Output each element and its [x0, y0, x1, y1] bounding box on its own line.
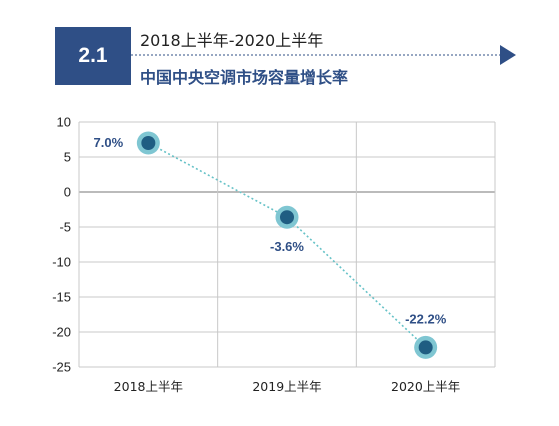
series-line	[147, 142, 427, 348]
x-tick-label: 2018上半年	[114, 379, 183, 394]
y-tick-label: 0	[64, 185, 71, 200]
y-tick-label: -10	[52, 255, 71, 270]
chart-title: 中国中央空调市场容量增长率	[140, 68, 349, 87]
chart-subtitle: 2018上半年-2020上半年	[140, 31, 324, 50]
y-tick-label: 10	[57, 115, 71, 130]
x-tick-label: 2019上半年	[252, 379, 321, 394]
data-point	[141, 136, 156, 150]
data-label: -3.6%	[270, 239, 304, 254]
y-tick-label: -15	[52, 290, 71, 305]
header-arrow-icon	[500, 45, 516, 65]
data-point	[418, 340, 433, 355]
y-tick-label: -25	[52, 360, 71, 375]
section-badge: 2.1	[55, 27, 131, 85]
y-tick-label: -5	[59, 220, 71, 235]
data-point	[280, 210, 294, 225]
y-tick-label: -20	[52, 325, 71, 340]
data-label: 7.0%	[94, 135, 124, 150]
data-label: -22.2%	[405, 311, 447, 326]
y-tick-label: 5	[64, 150, 71, 165]
x-tick-label: 2020上半年	[391, 379, 460, 394]
